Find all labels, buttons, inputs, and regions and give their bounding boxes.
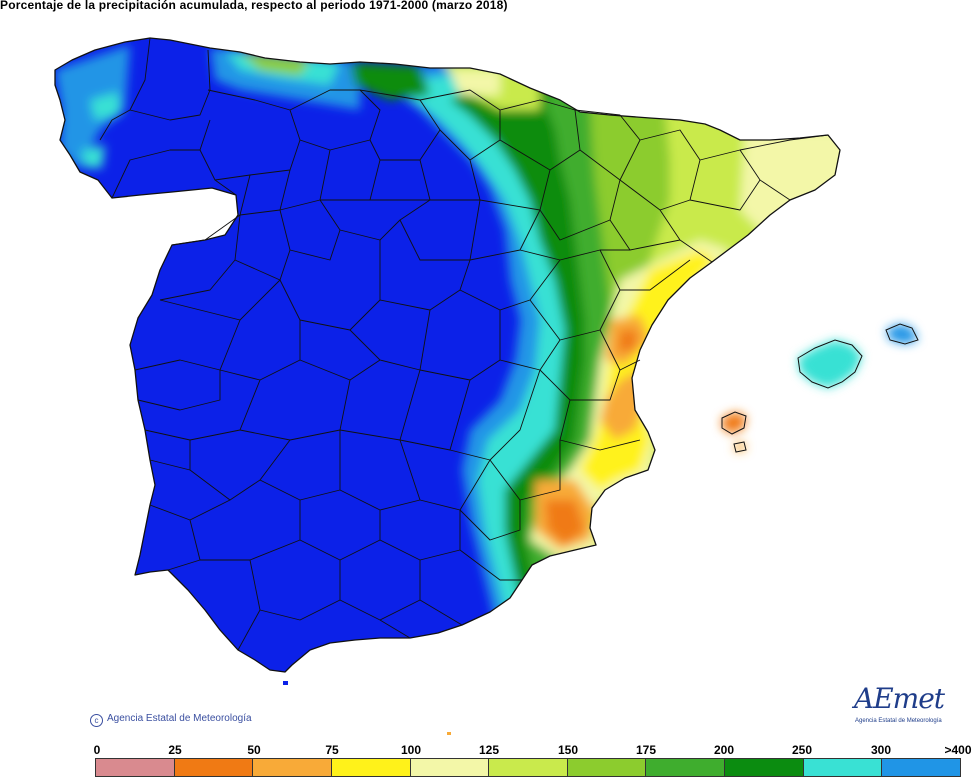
legend-swatch xyxy=(331,759,411,776)
legend-label: >400 xyxy=(944,743,972,757)
mainland-fill xyxy=(55,38,840,672)
legend-label: 50 xyxy=(247,743,261,757)
legend-swatch xyxy=(253,759,332,776)
legend-label: 175 xyxy=(635,743,657,757)
copyright-icon: c xyxy=(90,714,103,727)
mallorca-outline xyxy=(797,339,863,389)
legend-label: 150 xyxy=(557,743,579,757)
copyright-text: Agencia Estatal de Meteorología xyxy=(107,713,252,724)
legend-swatch xyxy=(725,759,804,776)
copyright-note: c Agencia Estatal de Meteorología xyxy=(90,713,252,727)
province-borders xyxy=(99,37,829,651)
legend-swatch xyxy=(174,759,254,776)
legend-label: 250 xyxy=(791,743,813,757)
ceuta-mark xyxy=(283,681,288,685)
balearic-fill xyxy=(722,324,918,452)
legend-label: 300 xyxy=(870,743,892,757)
legend-label: 125 xyxy=(478,743,500,757)
logo-subtitle: Agencia Estatal de Meteorología xyxy=(855,718,942,724)
legend-label: 25 xyxy=(168,743,182,757)
legend-swatch xyxy=(489,759,568,776)
legend-swatch xyxy=(646,759,726,776)
legend-label: 0 xyxy=(93,743,101,757)
legend-swatch xyxy=(96,759,175,776)
coastline xyxy=(54,37,841,673)
formentera-outline xyxy=(733,441,747,453)
legend-swatch xyxy=(803,759,883,776)
legend-swatch xyxy=(882,759,961,776)
map-title: Porcentaje de la precipitación acumulada… xyxy=(0,0,508,12)
legend-label: 100 xyxy=(400,743,422,757)
legend-labels: 0 25 50 75 100 125 150 175 200 250 300 >… xyxy=(0,743,980,759)
legend-label: 75 xyxy=(325,743,339,757)
ibiza-outline xyxy=(721,411,747,435)
legend-swatch xyxy=(410,759,490,776)
legend-label: 200 xyxy=(713,743,735,757)
aemet-logo: AEmet Agencia Estatal de Meteorología xyxy=(850,682,950,732)
melilla-mark xyxy=(447,732,451,735)
legend-swatch xyxy=(567,759,647,776)
menorca-outline xyxy=(885,323,919,345)
legend-color-bar xyxy=(95,758,961,777)
logo-wordmark: AEmet xyxy=(854,682,945,715)
